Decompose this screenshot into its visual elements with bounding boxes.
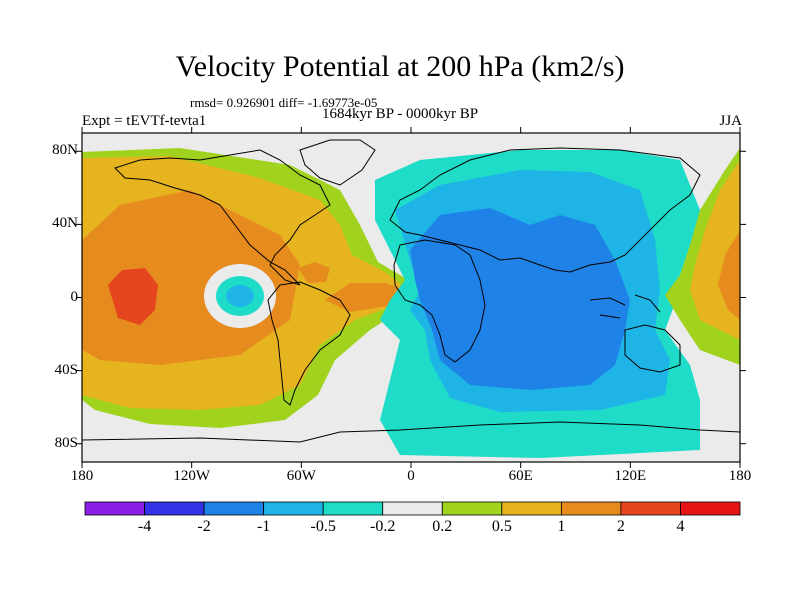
- positive-region-atlantic: [325, 283, 408, 312]
- positive-region-mexico: [298, 262, 330, 283]
- experiment-label: Expt = tEVTf-tevta1: [82, 113, 207, 129]
- lat-tick-label: 80N: [52, 142, 78, 159]
- colorbar-swatch: [263, 501, 324, 516]
- negative-cell-inner: [226, 285, 254, 307]
- colorbar-swatch: [620, 501, 681, 516]
- colorbar-label: -4: [137, 518, 152, 535]
- coastline-south-america: [267, 281, 351, 406]
- colorbar-label: 4: [676, 518, 685, 535]
- colorbar-swatch: [322, 501, 384, 516]
- colorbar-label: 1: [557, 518, 566, 535]
- lon-tick-label: 180: [70, 468, 94, 484]
- colorbar-swatch: [680, 501, 741, 516]
- coastline-eurasia: [389, 147, 701, 273]
- colorbar-label: -2: [197, 518, 211, 535]
- coastline-africa: [393, 239, 486, 363]
- rmsd-diff-stats: rmsd= 0.926901 diff= -1.69773e-05: [190, 95, 378, 110]
- lon-tick-label: 0: [407, 468, 415, 484]
- colorbar-label: -1: [256, 518, 271, 535]
- colorbar-label: 2: [616, 518, 625, 535]
- negative-region-2: [410, 208, 630, 390]
- colorbar-label: 0.2: [432, 518, 453, 535]
- lon-tick-label: 60E: [508, 468, 533, 484]
- season-label: JJA: [719, 113, 742, 129]
- colorbar-swatch: [84, 501, 145, 516]
- colorbar-label: -0.2: [370, 518, 396, 535]
- lon-tick-label: 60W: [286, 468, 316, 484]
- colorbar-swatch: [501, 501, 562, 516]
- colorbar-label: -0.5: [310, 518, 336, 535]
- map-field: [82, 133, 740, 462]
- colorbar-swatch: [382, 501, 443, 516]
- lat-tick-label: 80S: [54, 434, 78, 451]
- lat-tick-label: 40S: [54, 361, 78, 378]
- positive-region-right-2: [718, 230, 740, 320]
- lat-tick-label: 40N: [52, 215, 78, 232]
- colorbar-swatch: [144, 501, 205, 516]
- positive-region-3: [108, 268, 158, 325]
- lon-tick-label: 120E: [614, 468, 647, 484]
- lon-tick-label: 180: [728, 468, 752, 484]
- coastline-australia: [624, 324, 681, 373]
- colorbar: [84, 501, 741, 516]
- lat-tick-label: 0: [70, 288, 79, 305]
- coastlines: [82, 139, 740, 443]
- colorbar-swatch: [203, 501, 265, 516]
- colorbar-swatch: [560, 501, 622, 516]
- axis-ticks: [76, 127, 746, 468]
- colorbar-label: 0.5: [491, 518, 512, 535]
- lon-tick-label: 120W: [173, 468, 210, 484]
- coastline-north-america: [114, 149, 331, 286]
- period-label: 1684kyr BP - 0000kyr BP: [321, 106, 479, 122]
- coastline-greenland: [299, 139, 376, 186]
- coastline-antarctica: [82, 421, 740, 443]
- colorbar-swatch: [441, 501, 503, 516]
- coastline-maritime-continent: [589, 294, 661, 319]
- map-title: Velocity Potential at 200 hPa (km2/s): [175, 50, 625, 83]
